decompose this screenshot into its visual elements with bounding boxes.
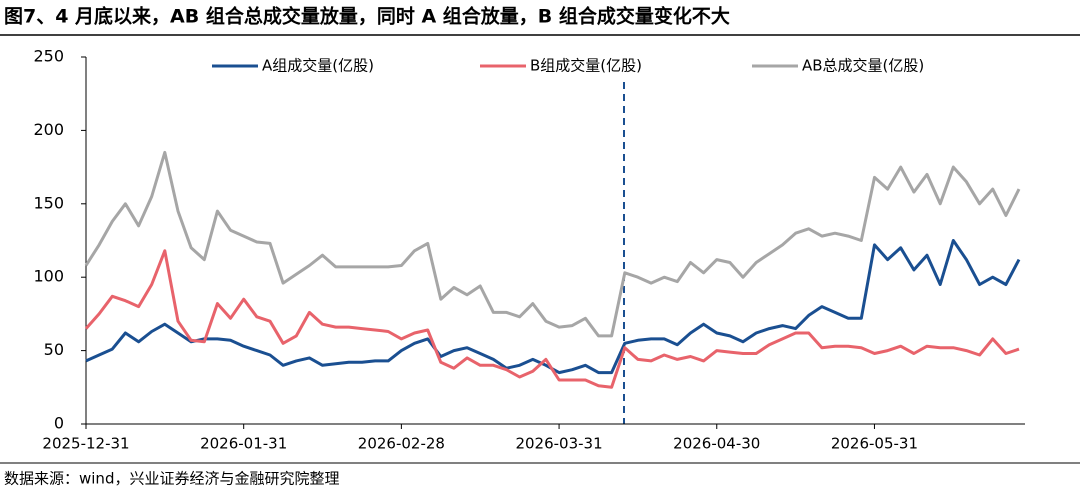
legend-label: AB总成交量(亿股) — [802, 57, 924, 75]
y-tick-label: 200 — [33, 120, 64, 139]
x-tick-label: 2025-12-31 — [42, 435, 129, 453]
y-tick-label: 0 — [54, 414, 64, 433]
legend-label: A组成交量(亿股) — [262, 57, 374, 75]
chart-title: 图7、4 月底以来，AB 组合总成交量放量，同时 A 组合放量，B 组合成交量变… — [4, 5, 730, 28]
legend-label: B组成交量(亿股) — [530, 57, 642, 75]
y-tick-label: 50 — [44, 340, 64, 359]
x-tick-label: 2026-03-31 — [515, 435, 602, 453]
x-tick-label: 2026-01-31 — [200, 435, 287, 453]
y-tick-label: 150 — [33, 193, 64, 212]
x-tick-label: 2026-02-28 — [358, 435, 445, 453]
x-tick-label: 2026-04-30 — [673, 435, 760, 453]
series-line — [84, 150, 1021, 338]
series-line — [84, 249, 1020, 389]
source: 数据来源：wind，兴业证券经济与金融研究院整理 — [4, 470, 339, 488]
x-tick-label: 2026-05-31 — [831, 435, 918, 453]
y-tick-label: 100 — [33, 267, 64, 286]
y-tick-label: 250 — [33, 47, 64, 66]
